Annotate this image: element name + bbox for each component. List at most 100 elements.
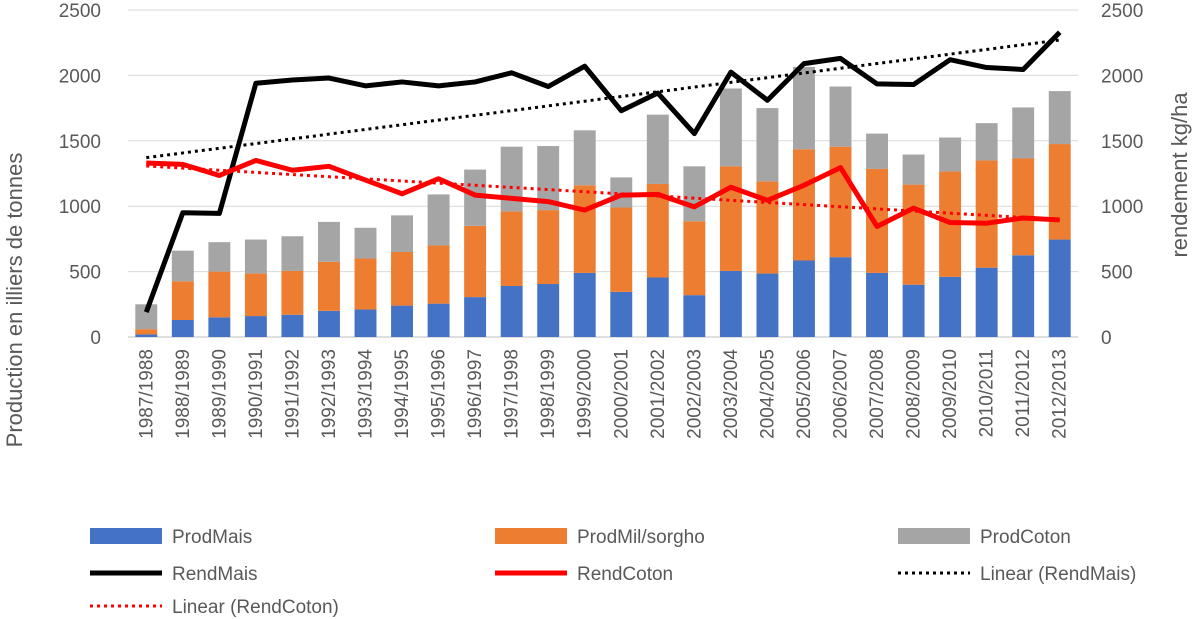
bar-prodmais — [646, 277, 669, 337]
bar-prodmais — [573, 272, 596, 337]
bar-prodcoton — [537, 146, 560, 211]
line-series — [143, 30, 1062, 314]
bar-prodmais — [171, 319, 194, 337]
bar-prodmil-sorgho — [756, 181, 779, 274]
bar-prodmil-sorgho — [135, 329, 158, 335]
bar-prodmil-sorgho — [610, 207, 633, 292]
right-axis-title: rendement kg/ha — [1167, 92, 1192, 258]
x-tick-label: 2001/2002 — [648, 349, 669, 439]
bar-prodmais — [244, 316, 267, 337]
gridlines — [128, 9, 1078, 338]
y2-tick-label: 1500 — [1101, 132, 1143, 153]
bar-prodmil-sorgho — [1048, 144, 1071, 240]
right-axis-ticks: 0 500 1000 1500 2000 2500 — [1101, 1, 1143, 349]
trendline-linear-rendcoton — [146, 164, 1060, 222]
bar-prodcoton — [500, 146, 523, 212]
x-tick-label: 1998/1999 — [538, 349, 559, 439]
bar-prodmais — [500, 285, 523, 337]
x-tick-label: 2004/2005 — [757, 349, 778, 439]
x-tick-label: 1993/1994 — [356, 349, 377, 439]
bar-prodmais — [391, 305, 413, 337]
x-tick-label: 2000/2001 — [611, 349, 632, 439]
bar-prodcoton — [829, 86, 852, 147]
bar-prodcoton — [646, 114, 669, 184]
bar-prodmais — [464, 297, 487, 337]
x-tick-label: 1988/1989 — [173, 349, 194, 439]
bar-prodmil-sorgho — [391, 251, 413, 306]
legend: ProdMais ProdMil/sorgho ProdCoton RendMais R… — [90, 527, 1136, 618]
bar-prodcoton — [427, 194, 450, 246]
bar-prodmais — [427, 303, 450, 337]
y-tick-label: 1000 — [59, 197, 101, 218]
bar-prodmil-sorgho — [646, 183, 669, 278]
bar-prodmil-sorgho — [244, 273, 267, 317]
legend-label-rendmais: RendMais — [172, 564, 258, 585]
x-tick-label: 2010/2011 — [977, 349, 998, 437]
bar-prodmais — [610, 291, 633, 337]
bar-prodmil-sorgho — [683, 221, 706, 296]
x-tick-label: 1996/1997 — [465, 349, 486, 439]
bar-prodcoton — [135, 304, 158, 330]
legend-label-prodmil-sorgho: ProdMil/sorgho — [577, 527, 705, 548]
x-tick-label: 2003/2004 — [721, 349, 742, 439]
bar-prodmais — [756, 273, 779, 337]
bar-prodmais — [719, 270, 742, 337]
bar-prodmil-sorgho — [500, 211, 523, 286]
bar-prodcoton — [683, 166, 706, 222]
bar-prodmil-sorgho — [208, 271, 231, 318]
legend-swatch-prodmais — [90, 528, 162, 544]
bar-prodcoton — [244, 239, 267, 274]
bar-prodcoton — [354, 227, 377, 259]
x-tick-label: 1990/1991 — [246, 349, 267, 439]
bar-prodmais — [939, 276, 962, 337]
bar-prodmais — [318, 310, 340, 337]
x-tick-label: 1994/1995 — [392, 349, 413, 439]
bar-prodcoton — [208, 242, 231, 272]
y-tick-label: 0 — [90, 328, 101, 349]
x-tick-label: 2006/2007 — [831, 349, 852, 439]
legend-label-linear-rendmais: Linear (RendMais) — [980, 564, 1136, 585]
bar-prodcoton — [902, 154, 925, 185]
bar-prodmil-sorgho — [573, 185, 596, 273]
x-tick-label: 1995/1996 — [429, 349, 450, 439]
x-tick-label: 1997/1998 — [502, 349, 523, 439]
bar-prodmais — [866, 272, 888, 337]
x-tick-label: 2009/2010 — [940, 349, 961, 439]
bar-prodmais — [135, 334, 158, 337]
legend-swatch-prodcoton — [898, 528, 970, 544]
bar-prodmil-sorgho — [902, 184, 925, 285]
bar-prodmil-sorgho — [829, 146, 852, 258]
line-rendcoton — [146, 157, 1060, 229]
bar-prodmais — [829, 257, 852, 337]
bar-prodmil-sorgho — [281, 270, 304, 315]
y2-tick-label: 1000 — [1101, 197, 1143, 218]
y2-tick-label: 2000 — [1101, 66, 1143, 87]
bar-prodcoton — [318, 221, 340, 262]
bar-prodmais — [537, 284, 560, 337]
y-tick-label: 500 — [69, 263, 101, 284]
bar-prodcoton — [793, 66, 815, 150]
bar-prodmil-sorgho — [1012, 158, 1035, 256]
bar-prodcoton — [719, 88, 742, 167]
bar-prodcoton — [391, 215, 413, 252]
x-tick-label: 2007/2008 — [867, 349, 888, 439]
bar-prodmil-sorgho — [318, 261, 340, 311]
bar-prodcoton — [1012, 107, 1035, 159]
y2-tick-label: 2500 — [1101, 1, 1143, 22]
left-axis-title: Production en illiers de tonnes — [2, 153, 27, 448]
x-tick-label: 1991/1992 — [282, 349, 303, 439]
y2-tick-label: 0 — [1101, 328, 1112, 349]
bar-prodmais — [208, 317, 231, 337]
x-tick-label: 1987/1988 — [136, 349, 157, 439]
bar-prodcoton — [281, 236, 304, 271]
line-rendmais — [143, 30, 1062, 314]
bar-prodmil-sorgho — [537, 210, 560, 285]
legend-label-linear-rendcoton: Linear (RendCoton) — [172, 597, 339, 618]
bar-prodmil-sorgho — [354, 258, 377, 310]
x-tick-label: 2012/2013 — [1050, 349, 1071, 439]
trendline-linear-rendmais — [146, 38, 1060, 160]
y-tick-label: 2000 — [59, 66, 101, 87]
x-tick-label: 1989/1990 — [209, 349, 230, 439]
bar-prodmil-sorgho — [866, 168, 888, 273]
